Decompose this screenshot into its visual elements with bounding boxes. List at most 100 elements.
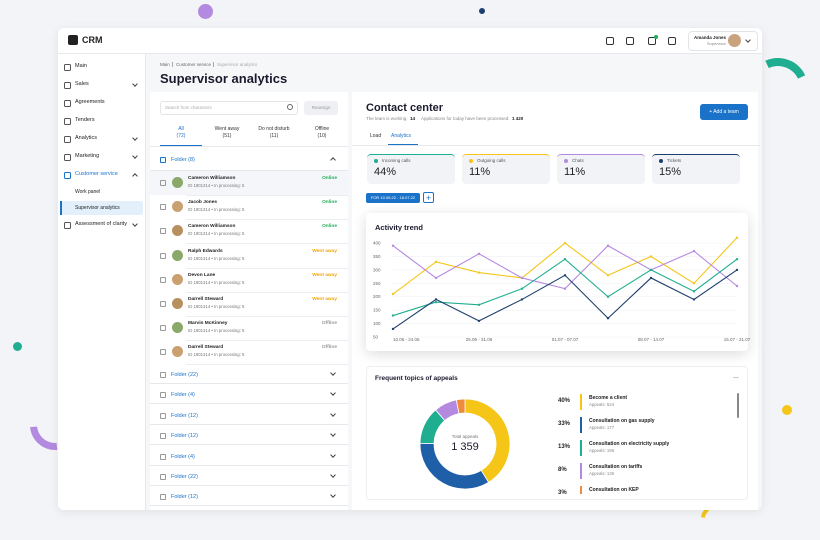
nav-item[interactable]: Tenders (75, 117, 95, 123)
data-point (434, 260, 438, 264)
nav-item[interactable]: Agreements (75, 99, 105, 105)
agent-name[interactable]: Marvin McKinney (188, 321, 228, 327)
header-icon[interactable] (626, 37, 634, 45)
nav-active-marker (60, 201, 62, 215)
x-tick-label: 15.07 - 21.07 (724, 337, 751, 342)
breadcrumb-item[interactable]: Customer service (176, 62, 212, 67)
card-menu[interactable]: ... (733, 373, 739, 380)
agent-name[interactable]: Darrell Steward (188, 297, 224, 302)
view-tab[interactable]: Analytics (391, 133, 412, 139)
row-divider (150, 464, 348, 466)
agent-name[interactable]: Devon Lane (188, 272, 216, 278)
folder-label[interactable]: Folder (4) (171, 392, 195, 399)
header-icon[interactable] (606, 37, 614, 45)
agent-name[interactable]: Cameron Williamson (188, 176, 236, 181)
folder-label[interactable]: Folder (12) (171, 494, 198, 501)
data-point (477, 319, 481, 323)
data-point (477, 271, 481, 274)
nav-icon (64, 64, 71, 71)
agent-status: Offline (321, 321, 337, 327)
checkbox[interactable] (160, 301, 166, 307)
agent-name[interactable]: Jacob Jones (188, 200, 218, 206)
agent-status: Went away (312, 272, 337, 278)
topic-name[interactable]: Consultation on electricity supply (589, 441, 670, 447)
checkbox[interactable] (160, 180, 166, 186)
checkbox[interactable] (160, 474, 166, 480)
stat-value: 15% (659, 166, 682, 178)
stat-dot (659, 159, 663, 163)
y-tick-label: 250 (373, 281, 381, 286)
series-line (392, 269, 738, 330)
tab-label[interactable]: Do not disturb (258, 126, 290, 132)
page-title: Supervisor analytics (160, 71, 288, 86)
data-point (692, 282, 696, 285)
folder-label[interactable]: Folder (12) (171, 412, 198, 419)
checkbox[interactable] (160, 372, 166, 378)
topic-name[interactable]: Consultation on KEP (589, 487, 639, 493)
checkbox[interactable] (160, 252, 166, 259)
agent-name[interactable]: Ralph Edwards (188, 248, 223, 254)
deco-dot (479, 8, 485, 14)
nav-item[interactable]: Marketing (75, 153, 100, 159)
nav-subitem[interactable]: Work panel (75, 189, 101, 195)
data-point (649, 268, 653, 272)
date-plus[interactable]: + (423, 192, 434, 203)
date-chip[interactable]: FOR 10.06.22 - 18.07.22 (366, 193, 420, 203)
reassign-button[interactable]: Reassign (304, 101, 338, 115)
data-point (606, 295, 610, 298)
tab-label[interactable]: Went away (214, 126, 240, 132)
agent-name[interactable]: Darrell Steward (188, 345, 224, 351)
checkbox[interactable] (160, 433, 166, 440)
chart-title: Frequent topics of appeals (375, 375, 458, 382)
checkbox[interactable] (160, 204, 166, 211)
checkbox[interactable] (160, 349, 166, 356)
checkbox[interactable] (160, 494, 166, 501)
checkbox[interactable] (160, 412, 166, 419)
nav-item[interactable]: Assessment of clarity (75, 221, 127, 227)
search-box[interactable] (160, 101, 298, 115)
topic-name[interactable]: Consultation on tariffs (589, 464, 643, 470)
user-box[interactable] (688, 31, 758, 51)
agent-name[interactable]: Cameron Williamson (188, 224, 236, 230)
header-icon[interactable] (648, 37, 656, 45)
nav-subitem[interactable]: Supervisor analytics (75, 205, 120, 211)
checkbox[interactable] (160, 325, 166, 332)
topic-name[interactable]: Consultation on gas supply (589, 418, 655, 424)
checkbox[interactable] (160, 276, 166, 283)
add-team-button[interactable]: + Add a team (700, 104, 748, 120)
folder-label[interactable]: Folder (12) (171, 433, 198, 440)
topic-appeals: Appeals: 177 (589, 425, 615, 430)
nav-item[interactable]: Customer service (75, 171, 118, 177)
data-point (735, 236, 739, 239)
nav-item[interactable]: Analytics (75, 135, 98, 141)
folder-label[interactable]: Folder (8) (171, 157, 195, 163)
stat-card (462, 154, 550, 184)
folder-label[interactable]: Folder (4) (171, 453, 195, 460)
checkbox[interactable] (160, 228, 166, 235)
checkbox[interactable] (160, 453, 166, 460)
view-tab[interactable]: Load (370, 133, 382, 139)
topic-bar (580, 486, 582, 494)
breadcrumb-item[interactable]: Main (160, 62, 170, 67)
data-point (735, 257, 739, 261)
header-icon[interactable] (668, 37, 676, 45)
nav-item[interactable]: Sales (75, 81, 89, 87)
checkbox[interactable] (160, 157, 166, 163)
logo: CRM (82, 35, 103, 45)
folder-label[interactable]: Folder (22) (171, 372, 198, 378)
breadcrumb-item[interactable]: Supervisor analytics (217, 62, 258, 67)
folder-label[interactable]: Folder (22) (171, 474, 198, 480)
tab-underline (388, 144, 418, 146)
tab-label[interactable]: All (178, 126, 184, 132)
scrollbar (737, 393, 739, 418)
row-divider (150, 170, 348, 171)
avatar (728, 34, 741, 47)
checkbox[interactable] (160, 392, 166, 399)
tab-count: (72) (176, 133, 186, 139)
tab-label[interactable]: Offline (314, 126, 330, 132)
nav-item[interactable]: Main (75, 63, 87, 69)
topic-name[interactable]: Become a client (589, 395, 628, 401)
data-point (606, 244, 610, 247)
y-tick-label: 100 (373, 321, 381, 326)
